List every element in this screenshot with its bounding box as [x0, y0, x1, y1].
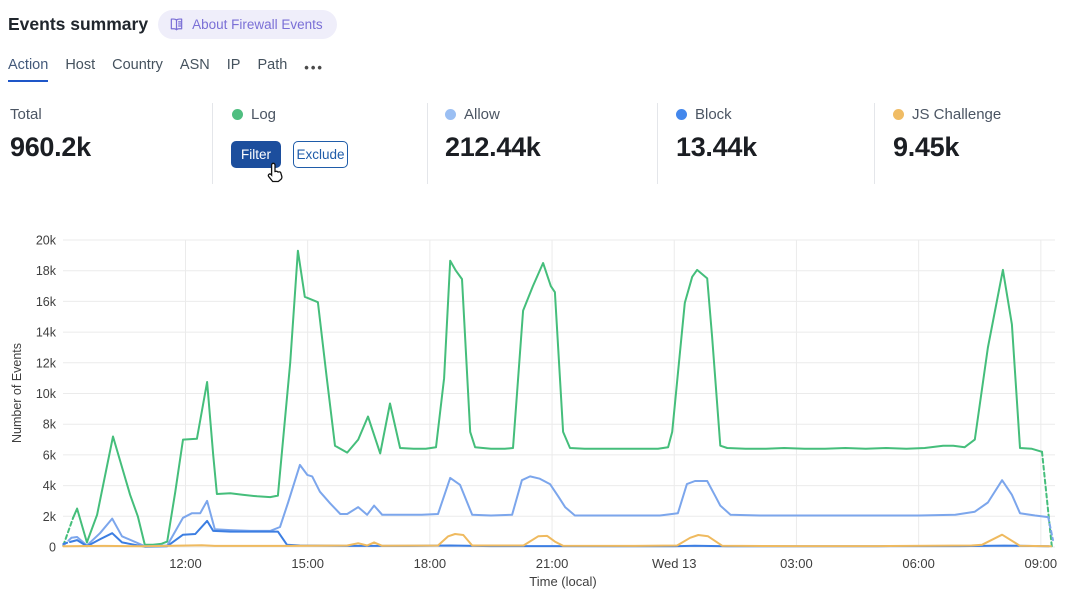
svg-text:18:00: 18:00 — [414, 556, 447, 571]
stat-js-challenge: JS Challenge 9.45k — [893, 105, 1001, 163]
stat-log-header[interactable]: Log — [232, 105, 276, 123]
stat-total-value: 960.2k — [10, 132, 91, 162]
stat-divider — [657, 103, 658, 184]
svg-text:09:00: 09:00 — [1025, 556, 1058, 571]
svg-text:6k: 6k — [43, 448, 57, 462]
stat-allow-value: 212.44k — [445, 132, 541, 162]
svg-text:21:00: 21:00 — [536, 556, 569, 571]
page-title: Events summary — [8, 14, 149, 34]
tab-country[interactable]: Country — [112, 57, 163, 82]
stat-total: Total 960.2k — [10, 105, 91, 163]
stat-allow-label: Allow — [464, 105, 500, 123]
svg-text:12k: 12k — [36, 356, 57, 370]
stat-total-label: Total — [10, 105, 42, 123]
log-hover-actions: Filter Exclude — [231, 141, 348, 168]
stat-allow-header[interactable]: Allow — [445, 105, 541, 123]
events-time-series-chart[interactable]: 0 2k 4k 6k 8k 10k 12k 14k 16k 18k 20k 12:00 15:00 18:… — [0, 225, 1068, 598]
tab-path-label: Path — [257, 57, 288, 73]
filter-button[interactable]: Filter — [231, 141, 281, 168]
js-challenge-legend-dot — [893, 108, 904, 120]
svg-text:16k: 16k — [36, 295, 57, 309]
stat-block-label: Block — [695, 105, 732, 123]
allow-legend-dot — [445, 108, 456, 120]
svg-text:4k: 4k — [43, 479, 57, 493]
stat-block: Block 13.44k — [676, 105, 757, 163]
tab-ip[interactable]: IP — [227, 57, 241, 82]
more-tabs-button[interactable]: ••• — [304, 60, 324, 75]
stat-divider — [427, 103, 428, 184]
tab-action[interactable]: Action — [8, 57, 49, 82]
svg-text:20k: 20k — [36, 234, 57, 248]
svg-text:10k: 10k — [36, 387, 57, 401]
tab-action-label: Action — [8, 57, 49, 73]
svg-text:12:00: 12:00 — [169, 556, 202, 571]
svg-text:Time (local): Time (local) — [529, 574, 596, 589]
badge-label: About Firewall Events — [192, 17, 323, 32]
stat-block-header[interactable]: Block — [676, 105, 757, 123]
tab-asn-label: ASN — [179, 57, 210, 73]
exclude-button[interactable]: Exclude — [293, 141, 348, 168]
tab-host-label: Host — [65, 57, 96, 73]
summary-tabs: Action Host Country ASN IP Path ••• — [8, 57, 324, 82]
svg-text:06:00: 06:00 — [902, 556, 935, 571]
tab-host[interactable]: Host — [65, 57, 95, 82]
svg-text:Wed 13: Wed 13 — [652, 556, 697, 571]
svg-text:8k: 8k — [43, 418, 57, 432]
svg-text:2k: 2k — [43, 510, 57, 524]
svg-text:0: 0 — [49, 541, 56, 555]
log-legend-dot — [232, 108, 243, 120]
tab-asn[interactable]: ASN — [180, 57, 210, 82]
svg-text:18k: 18k — [36, 264, 57, 278]
svg-text:14k: 14k — [36, 326, 57, 340]
stat-allow: Allow 212.44k — [445, 105, 541, 163]
svg-text:Number of Events: Number of Events — [10, 343, 24, 443]
tab-path[interactable]: Path — [257, 57, 287, 82]
stat-total-header: Total — [10, 105, 91, 123]
stat-block-value: 13.44k — [676, 132, 757, 162]
stat-js-challenge-value: 9.45k — [893, 132, 960, 162]
svg-text:03:00: 03:00 — [780, 556, 813, 571]
block-legend-dot — [676, 108, 687, 120]
stat-js-challenge-header[interactable]: JS Challenge — [893, 105, 1001, 123]
about-firewall-events-badge[interactable]: About Firewall Events — [158, 10, 337, 39]
stat-js-challenge-label: JS Challenge — [912, 105, 1002, 123]
events-chart-area[interactable]: 0 2k 4k 6k 8k 10k 12k 14k 16k 18k 20k 12:00 15:00 18:… — [0, 225, 1068, 598]
book-icon — [170, 18, 183, 31]
tab-ip-label: IP — [226, 57, 241, 73]
stat-log-label: Log — [251, 105, 277, 123]
svg-text:15:00: 15:00 — [291, 556, 324, 571]
stat-divider — [874, 103, 875, 184]
stat-log: Log — [232, 105, 276, 123]
page-header: Events summary About Firewall Events — [8, 10, 337, 39]
stat-divider — [212, 103, 213, 184]
tab-country-label: Country — [112, 57, 163, 73]
